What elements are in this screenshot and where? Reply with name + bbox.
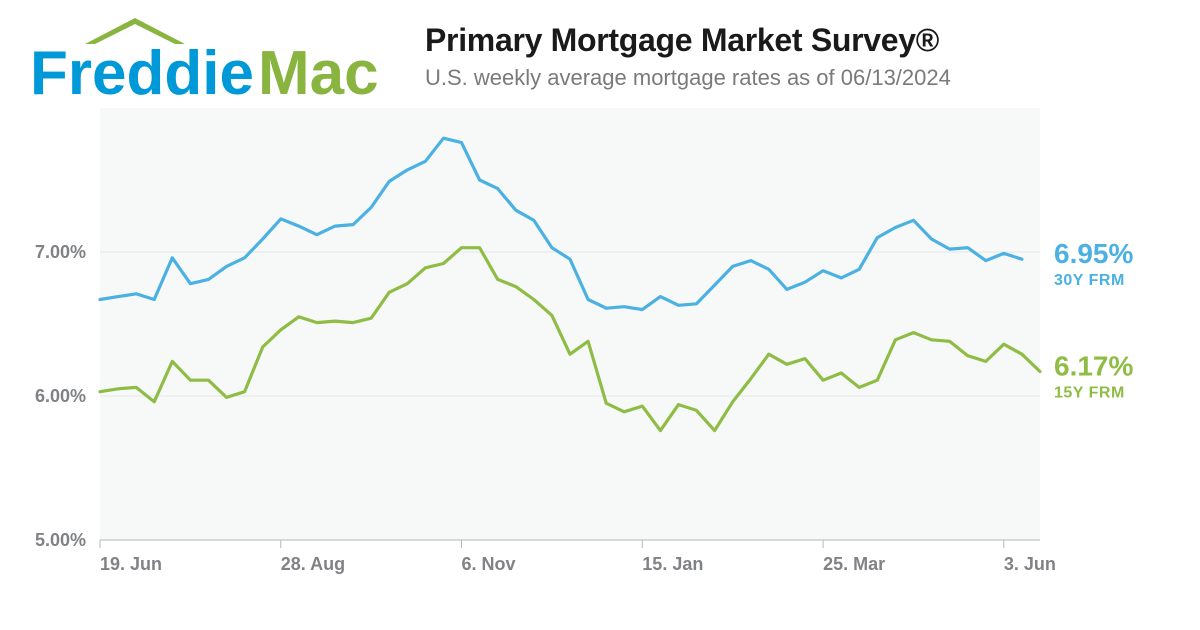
x-tick-label: 28. Aug (281, 554, 345, 574)
chart-subtitle: U.S. weekly average mortgage rates as of… (425, 65, 951, 91)
freddie-mac-logo: FreddieMac (30, 16, 410, 111)
x-tick-label: 15. Jan (642, 554, 703, 574)
x-tick-label: 3. Jun (1004, 554, 1056, 574)
end-label-rate: 6.95% (1054, 238, 1133, 269)
title-block: Primary Mortgage Market Survey® U.S. wee… (425, 22, 951, 91)
header: FreddieMac Primary Mortgage Market Surve… (0, 12, 1200, 102)
chart-title: Primary Mortgage Market Survey® (425, 22, 951, 59)
x-tick-label: 19. Jun (100, 554, 162, 574)
logo-text: FreddieMac (30, 39, 379, 106)
y-tick-label: 6.00% (35, 386, 86, 406)
x-tick-label: 6. Nov (462, 554, 516, 574)
chart: 5.00% 6.00% 7.00% 19. Jun 28. Aug 6. Nov 15. J… (0, 108, 1200, 608)
end-label-rate: 6.17% (1054, 351, 1133, 382)
y-tick-label: 7.00% (35, 242, 86, 262)
y-tick-label: 5.00% (35, 530, 86, 550)
end-label-name: 15Y FRM (1054, 385, 1125, 402)
end-label-name: 30Y FRM (1054, 272, 1125, 289)
plot-background (100, 108, 1040, 540)
x-tick-label: 25. Mar (823, 554, 885, 574)
